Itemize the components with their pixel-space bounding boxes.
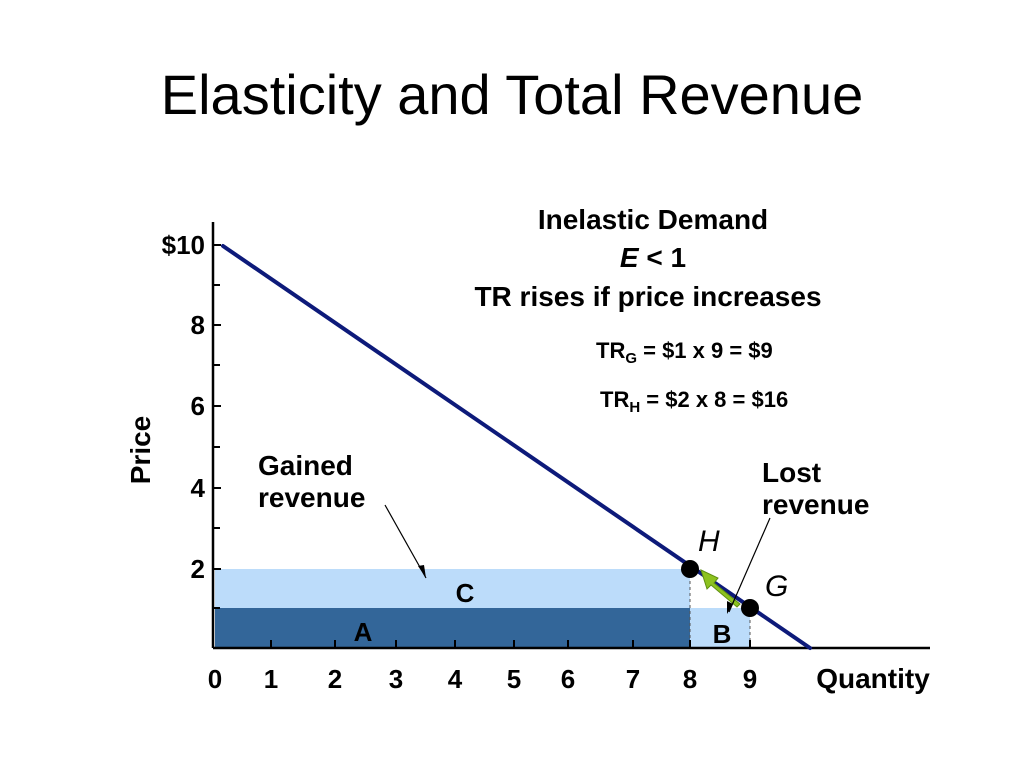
y-tick-label-10: $10 <box>162 230 205 260</box>
tr-g-prefix: TR <box>596 338 625 363</box>
x-tick-label-2: 2 <box>328 664 342 694</box>
point-h <box>681 560 699 578</box>
point-g <box>741 599 759 617</box>
y-tick-label-4: 4 <box>191 473 206 503</box>
slide-title: Elasticity and Total Revenue <box>160 63 864 126</box>
region-label-a: A <box>354 617 373 647</box>
y-tick-label-6: 6 <box>191 391 205 421</box>
lost-revenue-line1: Lost <box>762 457 821 488</box>
points-layer <box>681 560 759 617</box>
gained-revenue-line1: Gained <box>258 450 353 481</box>
lost-revenue-line2: revenue <box>762 489 869 520</box>
gained-revenue-line2: revenue <box>258 482 365 513</box>
point-label-g: G <box>765 570 788 603</box>
tr-h-subscript: H <box>629 399 640 416</box>
region-label-c: C <box>456 578 475 608</box>
x-tick-label-5: 5 <box>507 664 521 694</box>
lost-revenue-pointer-head <box>727 601 733 614</box>
x-tick-label-9: 9 <box>743 664 757 694</box>
elasticity-condition: E < 1 <box>620 242 686 273</box>
x-axis-title: Quantity <box>816 663 930 694</box>
point-label-h: H <box>698 525 720 558</box>
tr-g-subscript: G <box>625 350 637 367</box>
tr-h-equation: = $2 x 8 = $16 <box>640 387 788 412</box>
tr-g-equation: = $1 x 9 = $9 <box>637 338 773 363</box>
labels-layer: H G A C B <box>354 525 789 649</box>
elasticity-variable: E <box>620 242 640 273</box>
revenue-rule: TR rises if price increases <box>474 281 821 312</box>
lost-revenue-pointer <box>728 517 771 613</box>
x-tick-label-0: 0 <box>208 664 222 694</box>
region-label-b: B <box>713 619 732 649</box>
tr-g-formula: TRG = $1 x 9 = $9 <box>596 338 773 367</box>
region-c <box>215 569 690 608</box>
y-tick-label-2: 2 <box>191 554 205 584</box>
y-axis-title: Price <box>125 416 156 485</box>
region-b <box>690 608 750 648</box>
tr-h-formula: TRH = $2 x 8 = $16 <box>600 387 788 416</box>
region-a <box>215 608 690 648</box>
chart-title: Inelastic Demand <box>538 204 768 235</box>
tr-h-prefix: TR <box>600 387 629 412</box>
elasticity-comparison: < 1 <box>639 242 686 273</box>
x-tick-label-3: 3 <box>389 664 403 694</box>
x-tick-label-8: 8 <box>683 664 697 694</box>
x-tick-label-4: 4 <box>448 664 463 694</box>
axis-ticks: 2 4 6 8 $10 0 1 2 3 4 5 6 7 8 9 <box>162 230 758 694</box>
revenue-regions <box>215 569 750 648</box>
y-tick-label-8: 8 <box>191 310 205 340</box>
gained-revenue-pointer-head <box>418 565 426 578</box>
x-tick-label-6: 6 <box>561 664 575 694</box>
x-tick-label-1: 1 <box>264 664 278 694</box>
x-tick-label-7: 7 <box>626 664 640 694</box>
